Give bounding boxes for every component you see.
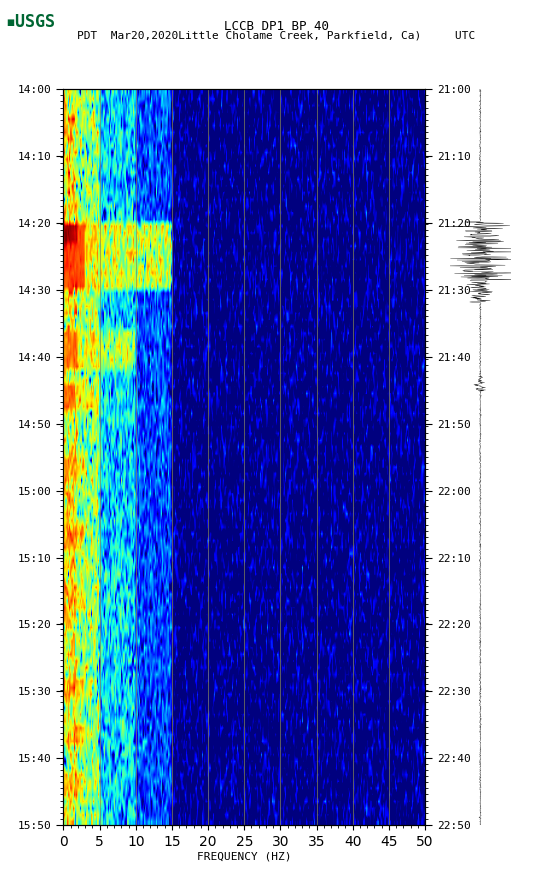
X-axis label: FREQUENCY (HZ): FREQUENCY (HZ) [197,852,291,862]
Text: ▪USGS: ▪USGS [6,13,56,31]
Text: LCCB DP1 BP 40: LCCB DP1 BP 40 [224,20,328,33]
Text: PDT  Mar20,2020Little Cholame Creek, Parkfield, Ca)     UTC: PDT Mar20,2020Little Cholame Creek, Park… [77,30,475,40]
